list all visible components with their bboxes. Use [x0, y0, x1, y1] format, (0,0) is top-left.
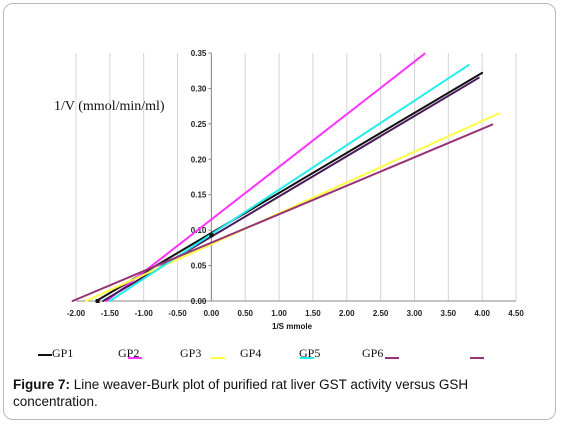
legend-swatch-gp6 [385, 357, 399, 359]
series-lines [71, 52, 501, 302]
x-tick-label: 1.50 [305, 309, 321, 318]
x-tick-label: -1.00 [135, 309, 154, 318]
x-axis-label: 1/S mmole [272, 322, 313, 331]
legend-swatch-gp3 [470, 357, 484, 359]
x-tick-label: -0.50 [168, 309, 187, 318]
x-tick-label: 1.00 [271, 309, 287, 318]
y-tick-label: 0.05 [191, 262, 207, 271]
legend-label-gp4: GP4 [240, 346, 262, 360]
x-tick-label: 0.00 [204, 309, 220, 318]
x-tick-label: -1.50 [101, 309, 120, 318]
legend-label-gp5: GP5 [299, 346, 321, 360]
y-tick-labels: 0.00 0.05 0.10 0.15 0.20 0.25 0.30 0.35 [191, 49, 207, 306]
caption-label: Figure 7: [13, 377, 71, 392]
x-tick-label: -2.00 [67, 309, 86, 318]
x-tick-labels: -2.00 -1.50 -1.00 -0.50 0.00 0.50 1.00 1.50 2.00… [67, 309, 524, 318]
legend-label-gp1: GP1 [52, 346, 74, 360]
y-tick-label: 0.25 [191, 120, 207, 129]
legend-swatch-gp1 [38, 354, 52, 356]
x-tick-label: 2.00 [339, 309, 355, 318]
x-tick-label: 3.00 [407, 309, 423, 318]
y-tick-label: 0.35 [191, 49, 207, 58]
data-point-gp1 [209, 233, 214, 238]
legend-swatch-gp2 [128, 357, 142, 359]
series-line-gp6 [71, 123, 494, 302]
x-tick-label: 2.50 [373, 309, 389, 318]
x-tick-label: 4.50 [508, 309, 524, 318]
x-tick-label: 3.50 [441, 309, 457, 318]
y-axis-label: 1/V (mmol/min/ml) [54, 99, 165, 114]
caption-text: Line weaver-Burk plot of purified rat li… [13, 377, 469, 409]
legend-label-gp2: GP2 [118, 346, 140, 360]
y-tick-label: 0.30 [191, 84, 207, 93]
legend-label-gp3: GP3 [180, 346, 202, 360]
y-tick-label: 0.00 [191, 297, 207, 306]
data-point-gp1 [95, 299, 100, 303]
series-line-gp5 [108, 64, 470, 302]
axes [76, 52, 516, 302]
legend-swatch-gp4 [211, 357, 225, 359]
grid [75, 53, 517, 301]
y-tick-label: 0.10 [191, 226, 207, 235]
legend-label-gp6: GP6 [362, 346, 384, 360]
y-tick-label: 0.20 [191, 155, 207, 164]
data-markers [95, 233, 214, 303]
y-tick-label: 0.15 [191, 191, 207, 200]
legend-swatch-gp5 [300, 357, 314, 359]
x-tick-label: 0.50 [237, 309, 253, 318]
series-line-gp2 [105, 52, 426, 302]
series-line-gp4 [85, 112, 501, 302]
x-tick-label: 4.00 [474, 309, 490, 318]
figure-caption: Figure 7: Line weaver-Burk plot of purif… [13, 376, 549, 410]
